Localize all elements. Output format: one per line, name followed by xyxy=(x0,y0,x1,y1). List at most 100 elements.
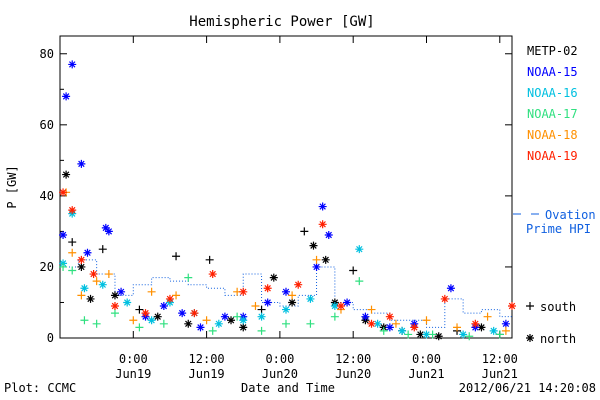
north-marker xyxy=(282,305,290,314)
plot-timestamp: 2012/06/21 14:20:08 xyxy=(459,381,596,395)
north-marker xyxy=(83,248,92,257)
x-tick-date: Jun20 xyxy=(335,367,371,381)
north-marker xyxy=(141,309,150,318)
north-marker xyxy=(318,202,327,211)
south-marker xyxy=(135,323,144,332)
south-marker xyxy=(391,319,400,328)
north-marker xyxy=(410,323,419,332)
ovation-hpi-step-line xyxy=(60,259,512,328)
legend-entry: NOAA-17 xyxy=(527,107,578,121)
south-marker xyxy=(184,273,193,282)
north-marker xyxy=(282,287,290,296)
north-marker xyxy=(361,312,370,321)
north-marker xyxy=(89,270,98,279)
north-marker xyxy=(416,330,425,339)
south-marker xyxy=(129,316,138,325)
x-tick-date: Jun21 xyxy=(408,367,444,381)
north-marker xyxy=(294,280,303,289)
north-marker xyxy=(86,294,95,303)
north-marker xyxy=(123,298,132,307)
south-marker xyxy=(465,332,474,341)
north-marker xyxy=(367,319,376,328)
data-markers xyxy=(59,60,516,341)
north-marker xyxy=(62,92,71,101)
north-marker xyxy=(309,241,318,250)
south-marker xyxy=(172,252,181,261)
south-marker xyxy=(282,319,290,328)
north-marker xyxy=(385,323,394,332)
south-marker xyxy=(172,291,181,300)
north-marker xyxy=(59,230,68,239)
north-marker xyxy=(239,323,248,332)
south-marker xyxy=(80,316,89,325)
south-marker xyxy=(330,312,339,321)
south-marker xyxy=(428,330,437,339)
south-marker xyxy=(404,330,413,339)
north-marker xyxy=(355,245,364,254)
north-marker xyxy=(373,319,382,328)
legend-entry: NOAA-16 xyxy=(527,86,578,100)
south-marker xyxy=(147,287,156,296)
north-marker xyxy=(263,284,272,293)
south-marker xyxy=(483,312,492,321)
north-marker xyxy=(239,287,248,296)
chart-title: Hemispheric Power [GW] xyxy=(189,14,374,30)
south-marker xyxy=(98,245,107,254)
north-marker xyxy=(489,326,498,335)
south-marker xyxy=(202,316,211,325)
north-marker xyxy=(318,220,327,229)
south-marker xyxy=(77,291,86,300)
north-marker xyxy=(257,312,266,321)
north-marker xyxy=(190,309,199,318)
south-marker xyxy=(501,326,510,335)
north-marker xyxy=(288,298,297,307)
north-marker xyxy=(446,284,455,293)
north-marker xyxy=(110,302,119,311)
north-marker xyxy=(77,262,86,271)
north-marker xyxy=(208,270,217,279)
south-legend-label: south xyxy=(540,300,576,314)
north-marker xyxy=(343,298,352,307)
x-tick-date: Jun19 xyxy=(115,367,151,381)
south-marker xyxy=(110,309,119,318)
ovation-legend-label-2: Prime HPI xyxy=(526,222,591,236)
north-marker xyxy=(214,319,223,328)
x-tick-time: 12:00 xyxy=(482,352,518,366)
south-marker xyxy=(495,330,504,339)
north-marker xyxy=(422,330,431,339)
south-marker xyxy=(367,305,376,314)
y-tick-label: 20 xyxy=(40,260,54,274)
south-marker xyxy=(422,316,431,325)
north-marker xyxy=(59,188,68,197)
south-marker xyxy=(355,277,364,286)
legend-entry: NOAA-19 xyxy=(527,149,578,163)
legend-entry: METP-02 xyxy=(527,44,578,58)
north-marker xyxy=(321,255,330,264)
north-marker xyxy=(324,230,333,239)
south-marker xyxy=(68,248,77,257)
south-legend-marker xyxy=(526,302,534,310)
north-marker xyxy=(68,60,77,69)
x-tick-time: 0:00 xyxy=(265,352,294,366)
plot-credit: Plot: CCMC xyxy=(4,381,76,395)
north-marker xyxy=(104,227,113,236)
north-marker xyxy=(178,309,187,318)
north-marker xyxy=(227,316,236,325)
ovation-hpi-line xyxy=(60,259,512,328)
south-marker xyxy=(104,270,113,279)
south-marker xyxy=(205,255,214,264)
south-marker xyxy=(59,262,68,271)
north-marker xyxy=(62,170,71,179)
south-marker xyxy=(233,312,242,321)
x-tick-time: 0:00 xyxy=(412,352,441,366)
north-marker xyxy=(330,302,339,311)
south-marker xyxy=(92,319,101,328)
legend: METP-02 NOAA-15 NOAA-16 NOAA-17 NOAA-18 NOAA-… xyxy=(513,44,596,346)
north-marker xyxy=(501,319,510,328)
north-marker xyxy=(508,302,516,311)
north-marker xyxy=(385,312,394,321)
south-marker xyxy=(257,305,266,314)
north-marker xyxy=(80,284,89,293)
north-marker xyxy=(77,255,86,264)
